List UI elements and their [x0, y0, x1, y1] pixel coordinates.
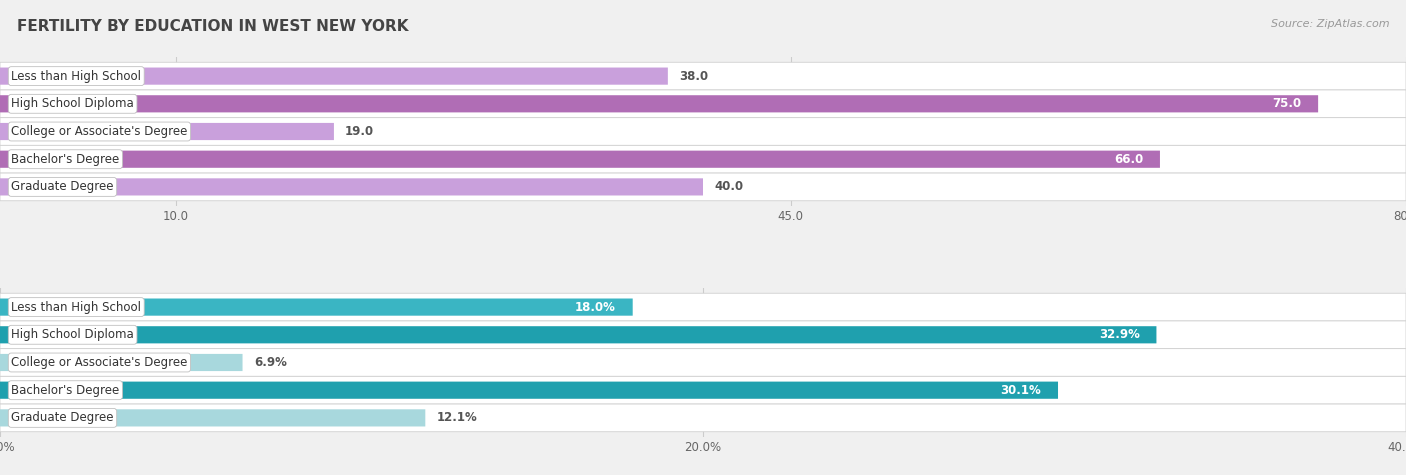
FancyBboxPatch shape [0, 151, 1160, 168]
Text: Source: ZipAtlas.com: Source: ZipAtlas.com [1271, 19, 1389, 29]
FancyBboxPatch shape [0, 354, 243, 371]
FancyBboxPatch shape [0, 376, 1406, 404]
Text: Less than High School: Less than High School [11, 70, 141, 83]
Text: Less than High School: Less than High School [11, 301, 141, 314]
Text: 12.1%: 12.1% [436, 411, 477, 424]
Text: College or Associate's Degree: College or Associate's Degree [11, 356, 187, 369]
Text: 30.1%: 30.1% [1001, 384, 1040, 397]
FancyBboxPatch shape [0, 409, 425, 427]
FancyBboxPatch shape [0, 67, 668, 85]
Text: 75.0: 75.0 [1272, 97, 1302, 110]
Text: 38.0: 38.0 [679, 70, 709, 83]
FancyBboxPatch shape [0, 381, 1059, 399]
FancyBboxPatch shape [0, 95, 1319, 113]
Text: Bachelor's Degree: Bachelor's Degree [11, 152, 120, 166]
FancyBboxPatch shape [0, 404, 1406, 432]
FancyBboxPatch shape [0, 349, 1406, 376]
Text: 6.9%: 6.9% [254, 356, 287, 369]
FancyBboxPatch shape [0, 118, 1406, 145]
FancyBboxPatch shape [0, 90, 1406, 118]
Text: Graduate Degree: Graduate Degree [11, 180, 114, 193]
Text: 66.0: 66.0 [1114, 152, 1143, 166]
Text: 32.9%: 32.9% [1098, 328, 1140, 342]
FancyBboxPatch shape [0, 178, 703, 196]
Text: 18.0%: 18.0% [575, 301, 616, 314]
FancyBboxPatch shape [0, 173, 1406, 201]
Text: High School Diploma: High School Diploma [11, 328, 134, 342]
Text: Bachelor's Degree: Bachelor's Degree [11, 384, 120, 397]
FancyBboxPatch shape [0, 321, 1406, 349]
Text: 19.0: 19.0 [346, 125, 374, 138]
FancyBboxPatch shape [0, 298, 633, 316]
FancyBboxPatch shape [0, 145, 1406, 173]
Text: FERTILITY BY EDUCATION IN WEST NEW YORK: FERTILITY BY EDUCATION IN WEST NEW YORK [17, 19, 408, 34]
FancyBboxPatch shape [0, 123, 335, 140]
FancyBboxPatch shape [0, 62, 1406, 90]
Text: College or Associate's Degree: College or Associate's Degree [11, 125, 187, 138]
Text: High School Diploma: High School Diploma [11, 97, 134, 110]
Text: Graduate Degree: Graduate Degree [11, 411, 114, 424]
FancyBboxPatch shape [0, 326, 1156, 343]
FancyBboxPatch shape [0, 293, 1406, 321]
Text: 40.0: 40.0 [714, 180, 744, 193]
